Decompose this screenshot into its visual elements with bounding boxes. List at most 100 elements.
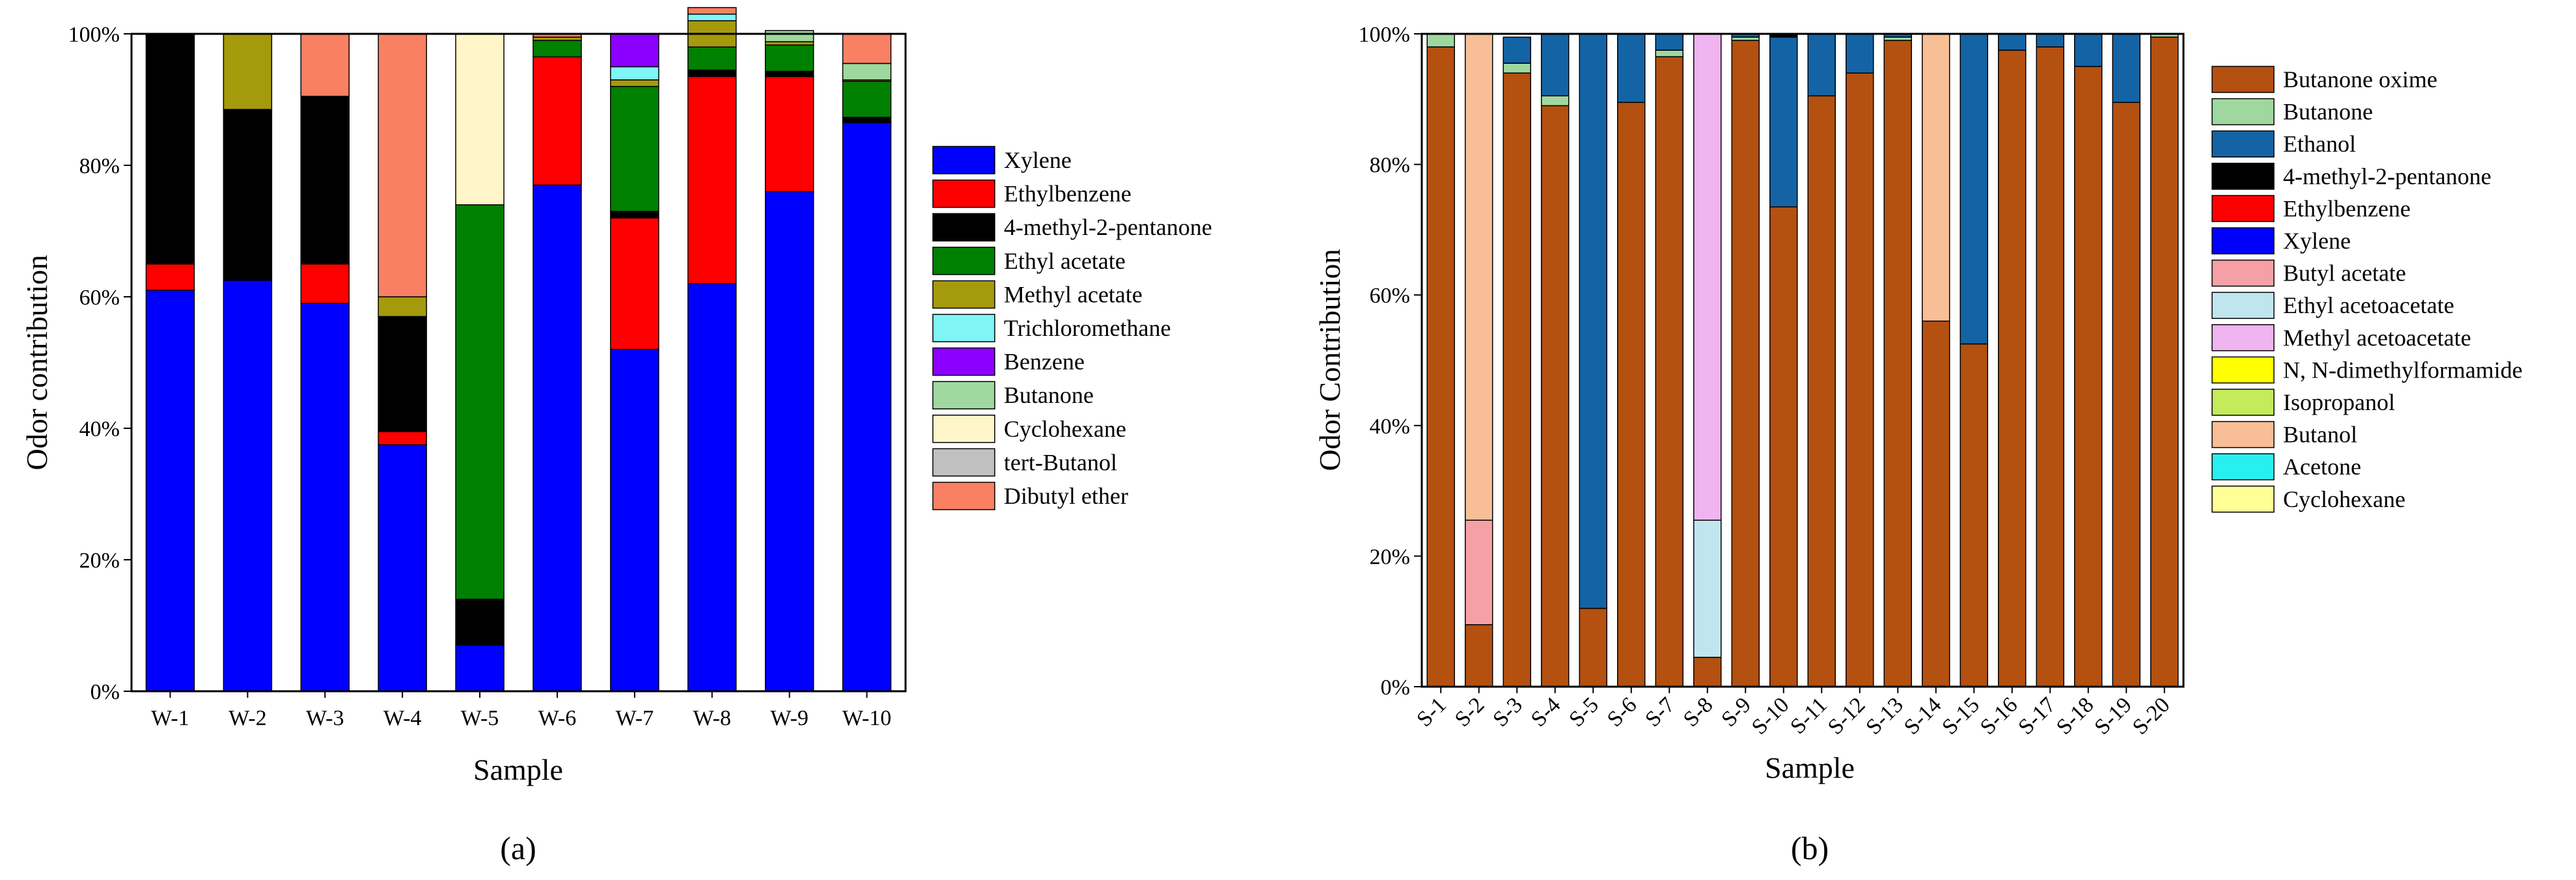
bar-segment-w-7-xylene bbox=[610, 349, 659, 692]
legend-swatch-butanone-oxime bbox=[2211, 66, 2275, 93]
bar-stack-w-7 bbox=[610, 33, 659, 692]
legend-label-ethylbenzene: Ethylbenzene bbox=[2283, 195, 2411, 221]
bar-segment-s-18-ethanol bbox=[2074, 33, 2103, 67]
bar-segment-s-19-butanone-oxime bbox=[2112, 102, 2140, 687]
legend-swatch-trichloromethane bbox=[932, 314, 995, 342]
y-tick-label-20: 20% bbox=[1370, 545, 1410, 569]
bar-segment-w-9-xylene bbox=[764, 191, 814, 692]
legend-item-xylene: Xylene bbox=[2211, 227, 2351, 254]
x-tick-label-w-4: W-4 bbox=[383, 706, 422, 730]
bar-stack-s-8 bbox=[1693, 33, 1722, 687]
panel-a: 0% 20% 40% 60% 80% 100% W-1 W-2 W-3 W-4 W-5 W-6 W-7… bbox=[20, 7, 1212, 866]
bar-stack-w-10 bbox=[842, 33, 892, 692]
legend-item-butyl-acetate: Butyl acetate bbox=[2211, 259, 2406, 287]
x-tick-label-s-6: S-6 bbox=[1603, 693, 1642, 732]
legend-label-methyl-acetoacetate: Methyl acetoacetate bbox=[2283, 325, 2471, 351]
bar-segment-w-6-xylene bbox=[533, 184, 582, 692]
y-tick-label-100: 100% bbox=[1359, 23, 1410, 47]
legend-label-ethyl-acetoacetate: Ethyl acetoacetate bbox=[2283, 292, 2454, 318]
legend-item-acetone: Acetone bbox=[2211, 453, 2361, 480]
legend-swatch-butanone bbox=[932, 381, 995, 409]
legend-label-ethanol: Ethanol bbox=[2283, 131, 2356, 157]
panel-a-caption: (a) bbox=[500, 830, 536, 866]
x-tick-label-s-16: S-16 bbox=[1976, 693, 2023, 739]
bar-stack-s-3 bbox=[1503, 36, 1531, 687]
bar-stack-s-10 bbox=[1769, 33, 1798, 687]
bar-segment-s-12-butanone-oxime bbox=[1846, 72, 1874, 687]
bar-segment-w-5-4-methyl-2-pentanone bbox=[455, 598, 505, 646]
bar-stack-w-9 bbox=[764, 30, 814, 692]
bar-segment-s-15-butanone-oxime bbox=[1960, 343, 1988, 687]
x-tick-label-w-2: W-2 bbox=[229, 706, 267, 730]
bar-stack-s-5 bbox=[1579, 33, 1607, 687]
panel-a-x-ticks: W-1 W-2 W-3 W-4 W-5 W-6 W-7 W-8 W-9 W-10 bbox=[151, 691, 891, 730]
legend-label-dibutyl-ether: Dibutyl ether bbox=[1004, 483, 1128, 509]
legend-swatch-butyl-acetate bbox=[2211, 259, 2275, 287]
bar-segment-w-7-ethyl-acetate bbox=[610, 86, 659, 212]
bar-segment-s-11-butanone-oxime bbox=[1807, 95, 1836, 687]
bar-segment-w-10-xylene bbox=[842, 122, 892, 692]
bar-segment-s-8-methyl-acetoacetate bbox=[1693, 33, 1722, 521]
legend-label-xylene: Xylene bbox=[1004, 147, 1072, 173]
panel-a-plot-frame bbox=[130, 33, 907, 693]
panel-b-x-axis-label: Sample bbox=[1765, 751, 1855, 784]
legend-item-4-methyl-2-pentanone: 4-methyl-2-pentanone bbox=[2211, 163, 2491, 190]
bar-segment-w-3-xylene bbox=[300, 303, 350, 692]
bar-segment-w-8-dibutyl-ether bbox=[687, 7, 737, 15]
legend-swatch-isopropanol bbox=[2211, 389, 2275, 416]
bar-segment-s-7-ethanol bbox=[1655, 33, 1683, 51]
bar-stack-s-7 bbox=[1655, 33, 1683, 687]
legend-swatch-cyclohexane bbox=[2211, 486, 2275, 513]
legend-swatch-4-methyl-2-pentanone bbox=[2211, 163, 2275, 190]
bar-segment-s-12-ethanol bbox=[1846, 33, 1874, 74]
x-tick-label-s-17: S-17 bbox=[2014, 693, 2060, 739]
bar-segment-w-9-ethyl-acetate bbox=[764, 44, 814, 72]
bar-stack-s-20 bbox=[2150, 33, 2179, 687]
bar-segment-w-10-dibutyl-ether bbox=[842, 33, 892, 64]
legend-swatch-methyl-acetate bbox=[932, 280, 995, 309]
bar-stack-s-9 bbox=[1731, 33, 1760, 687]
bar-stack-s-1 bbox=[1426, 33, 1455, 687]
legend-item-benzene: Benzene bbox=[932, 347, 1085, 376]
legend-item-butanone-oxime: Butanone oxime bbox=[2211, 66, 2437, 93]
bar-segment-w-9-butanone bbox=[764, 30, 814, 42]
legend-label-cyclohexane: Cyclohexane bbox=[1004, 416, 1126, 442]
bar-segment-w-5-ethyl-acetate bbox=[455, 204, 505, 600]
legend-label-ethylbenzene: Ethylbenzene bbox=[1004, 181, 1131, 207]
legend-label-4-methyl-2-pentanone: 4-methyl-2-pentanone bbox=[2283, 163, 2491, 189]
bar-segment-s-5-butanone-oxime bbox=[1579, 607, 1607, 687]
x-tick-label-s-15: S-15 bbox=[1937, 693, 1984, 739]
legend-swatch-n-n-dimethylformamide bbox=[2211, 356, 2275, 384]
bar-segment-s-6-butanone-oxime bbox=[1617, 102, 1646, 687]
panel-b: 0% 20% 40% 60% 80% 100% S-1S-2S-3S-4S-5S-6S-7… bbox=[1313, 23, 2523, 866]
bar-stack-s-12 bbox=[1846, 33, 1874, 687]
bar-segment-w-7-methyl-acetate bbox=[610, 79, 659, 87]
panel-a-y-axis-label: Odor contribution bbox=[20, 255, 53, 471]
legend-swatch-methyl-acetoacetate bbox=[2211, 324, 2275, 351]
bar-segment-w-7-benzene bbox=[610, 33, 659, 68]
bar-stack-s-16 bbox=[1998, 33, 2027, 687]
legend-item-n-n-dimethylformamide: N, N-dimethylformamide bbox=[2211, 356, 2523, 384]
y-tick-label-60: 60% bbox=[79, 286, 120, 310]
bar-segment-w-7-4-methyl-2-pentanone bbox=[610, 210, 659, 219]
bar-segment-s-14-butanol bbox=[1922, 33, 1950, 322]
x-tick-label-s-18: S-18 bbox=[2052, 693, 2099, 739]
panel-a-bars bbox=[145, 7, 892, 692]
bar-stack-s-17 bbox=[2036, 33, 2064, 687]
bar-segment-s-9-butanone bbox=[1731, 36, 1760, 41]
bar-segment-w-7-ethylbenzene bbox=[610, 217, 659, 350]
bar-stack-s-19 bbox=[2112, 33, 2140, 687]
y-tick-label-80: 80% bbox=[1370, 154, 1410, 178]
y-tick-label-60: 60% bbox=[1370, 284, 1410, 308]
legend-swatch-xylene bbox=[932, 146, 995, 174]
legend-label-ethyl-acetate: Ethyl acetate bbox=[1004, 248, 1126, 274]
legend-label-isopropanol: Isopropanol bbox=[2283, 389, 2395, 415]
bar-segment-s-3-ethanol bbox=[1503, 36, 1531, 64]
bar-segment-s-9-butanone-oxime bbox=[1731, 40, 1760, 687]
bar-segment-s-2-butanone-oxime bbox=[1465, 624, 1493, 687]
legend-label-acetone: Acetone bbox=[2283, 454, 2361, 480]
bar-segment-s-2-butanol bbox=[1465, 33, 1493, 521]
bar-segment-w-8-4-methyl-2-pentanone bbox=[687, 69, 737, 77]
bar-segment-w-2-4-methyl-2-pentanone bbox=[223, 109, 273, 281]
